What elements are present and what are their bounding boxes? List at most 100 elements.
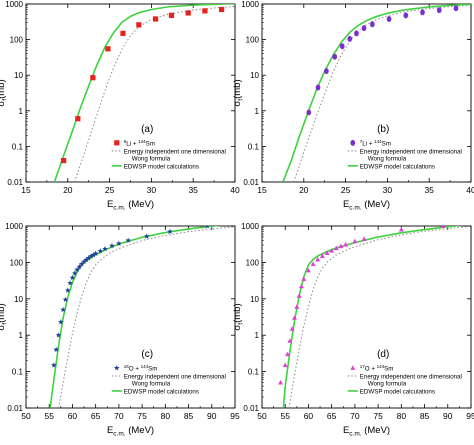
data-point bbox=[352, 238, 358, 244]
legend-data-post: Sm bbox=[146, 140, 155, 147]
data-point bbox=[85, 255, 92, 261]
y-tick-label: 0.1 bbox=[248, 142, 260, 151]
x-tick-label: 35 bbox=[188, 185, 198, 195]
data-point bbox=[51, 362, 57, 368]
data-point bbox=[310, 261, 316, 267]
data-point bbox=[74, 266, 80, 273]
x-tick-label: 70 bbox=[350, 411, 360, 421]
y-axis-label-sub: f bbox=[2, 323, 9, 325]
legend-data-post: Sm bbox=[384, 365, 393, 372]
legend-data-mid: Li + bbox=[362, 140, 374, 147]
data-point bbox=[219, 6, 225, 13]
x-axis-label-main: E bbox=[343, 425, 349, 436]
data-point bbox=[57, 319, 64, 325]
y-axis-label-unit: (mb) bbox=[0, 303, 7, 323]
edwsp-model-line bbox=[282, 226, 464, 408]
x-tick-label: 30 bbox=[383, 185, 393, 195]
x-tick-label: 65 bbox=[327, 411, 337, 421]
y-tick-label: 1000 bbox=[241, 0, 259, 9]
data-point bbox=[294, 304, 300, 309]
x-axis-label-sub: c.m. bbox=[349, 431, 361, 438]
data-point bbox=[436, 7, 442, 14]
legend-marker-data bbox=[113, 364, 120, 371]
x-tick-label: 55 bbox=[280, 411, 290, 421]
y-tick-label: 100 bbox=[10, 36, 24, 45]
legend-label-data: 7Li + 144Sm bbox=[360, 139, 391, 148]
x-tick-label: 55 bbox=[44, 411, 54, 421]
data-point bbox=[71, 270, 78, 276]
x-tick-label: 50 bbox=[257, 411, 267, 421]
x-tick-label: 80 bbox=[161, 411, 171, 421]
y-tick-label: 0.01 bbox=[243, 178, 259, 187]
y-axis-label-main: σ bbox=[232, 325, 243, 331]
data-point bbox=[285, 351, 291, 357]
data-point bbox=[75, 116, 81, 122]
data-point bbox=[90, 251, 97, 258]
panel-label: (c) bbox=[141, 349, 153, 360]
data-point bbox=[125, 237, 132, 243]
data-point bbox=[398, 226, 404, 232]
legend-label-data: 6Li + 144Sm bbox=[124, 139, 155, 148]
data-point bbox=[287, 338, 293, 343]
y-tick-label: 1 bbox=[19, 331, 24, 340]
data-point bbox=[282, 362, 288, 368]
data-point bbox=[292, 315, 297, 320]
legend-marker-data bbox=[350, 365, 356, 370]
panel-label: (a) bbox=[141, 124, 153, 135]
data-point bbox=[324, 68, 329, 75]
data-point bbox=[453, 5, 459, 12]
edwsp-model-line bbox=[282, 4, 471, 182]
data-point bbox=[202, 8, 208, 14]
x-tick-label: 70 bbox=[114, 411, 124, 421]
data-point bbox=[324, 250, 330, 256]
data-point bbox=[354, 30, 359, 37]
data-point bbox=[136, 22, 142, 28]
x-axis-label-main: E bbox=[107, 199, 113, 210]
legend-label-edwsp: EDWSP model calculations bbox=[124, 163, 199, 170]
data-point bbox=[289, 326, 295, 331]
data-point bbox=[440, 226, 446, 228]
y-axis-label: σf(mb) bbox=[0, 79, 9, 106]
y-tick-label: 100 bbox=[246, 36, 260, 45]
data-point bbox=[185, 10, 191, 16]
data-point bbox=[97, 248, 104, 254]
plot-frame bbox=[261, 225, 472, 409]
x-tick-label: 30 bbox=[147, 185, 157, 195]
data-point bbox=[143, 233, 150, 239]
x-tick-label: 80 bbox=[397, 411, 407, 421]
plot-area bbox=[282, 4, 471, 182]
legend-label-wong-line1: Energy independent one dimensional bbox=[124, 148, 226, 155]
data-point bbox=[301, 276, 307, 281]
y-tick-label: 1000 bbox=[5, 222, 23, 231]
data-point bbox=[315, 256, 321, 262]
legend-label-edwsp: EDWSP model calculations bbox=[124, 388, 199, 395]
x-tick-label: 40 bbox=[230, 185, 240, 195]
data-point bbox=[306, 109, 312, 116]
data-point bbox=[168, 12, 175, 18]
legend-data-mid: Li + bbox=[126, 140, 138, 147]
legend-label-wong-line1: Energy independent one dimensional bbox=[360, 373, 462, 380]
legend-label-wong-line1: Energy independent one dimensional bbox=[124, 373, 226, 380]
x-tick-label: 15 bbox=[21, 185, 31, 195]
data-point bbox=[338, 243, 344, 249]
legend-label-edwsp: EDWSP model calculations bbox=[360, 163, 435, 170]
legend-data-sup1: 7 bbox=[360, 139, 363, 144]
y-tick-label: 0.01 bbox=[243, 404, 259, 413]
data-point bbox=[62, 296, 69, 303]
data-point bbox=[64, 287, 71, 293]
data-point bbox=[81, 258, 87, 265]
chart-panel-d: 50 55 60 65 70 75 80 85 90 950.010.11101001000Ec.… bbox=[232, 222, 474, 438]
data-point bbox=[152, 16, 159, 22]
data-point bbox=[116, 240, 122, 246]
data-point bbox=[109, 242, 115, 249]
data-point bbox=[92, 250, 99, 256]
x-axis-label-unit: (MeV) bbox=[362, 199, 391, 210]
legend-data-mid: O + bbox=[365, 365, 377, 372]
plot-frame bbox=[25, 225, 236, 409]
x-axis-label-main: E bbox=[343, 199, 349, 210]
x-tick-label: 65 bbox=[91, 411, 101, 421]
data-point bbox=[83, 256, 90, 263]
legend-label-wong-line2: Wong formula bbox=[368, 155, 407, 162]
y-axis-label: σf(mb) bbox=[0, 303, 9, 330]
